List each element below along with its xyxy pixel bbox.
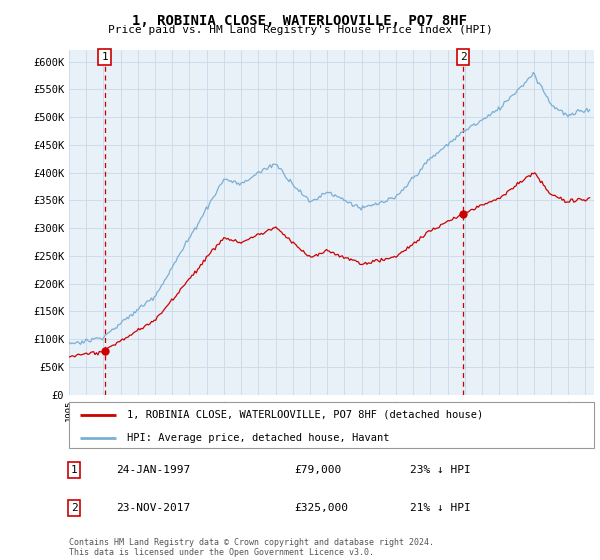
FancyBboxPatch shape bbox=[69, 402, 594, 448]
Text: 1: 1 bbox=[71, 465, 77, 475]
Text: 21% ↓ HPI: 21% ↓ HPI bbox=[410, 503, 471, 513]
Text: 23% ↓ HPI: 23% ↓ HPI bbox=[410, 465, 471, 475]
Text: 1, ROBINIA CLOSE, WATERLOOVILLE, PO7 8HF: 1, ROBINIA CLOSE, WATERLOOVILLE, PO7 8HF bbox=[133, 14, 467, 28]
Text: 23-NOV-2017: 23-NOV-2017 bbox=[116, 503, 191, 513]
Text: £325,000: £325,000 bbox=[295, 503, 349, 513]
Text: 1, ROBINIA CLOSE, WATERLOOVILLE, PO7 8HF (detached house): 1, ROBINIA CLOSE, WATERLOOVILLE, PO7 8HF… bbox=[127, 410, 483, 420]
Text: HPI: Average price, detached house, Havant: HPI: Average price, detached house, Hava… bbox=[127, 433, 389, 443]
Text: 1: 1 bbox=[101, 52, 108, 62]
Text: £79,000: £79,000 bbox=[295, 465, 342, 475]
Text: 2: 2 bbox=[71, 503, 77, 513]
Text: Price paid vs. HM Land Registry's House Price Index (HPI): Price paid vs. HM Land Registry's House … bbox=[107, 25, 493, 35]
Text: 2: 2 bbox=[460, 52, 467, 62]
Text: Contains HM Land Registry data © Crown copyright and database right 2024.
This d: Contains HM Land Registry data © Crown c… bbox=[69, 538, 434, 557]
Text: 24-JAN-1997: 24-JAN-1997 bbox=[116, 465, 191, 475]
